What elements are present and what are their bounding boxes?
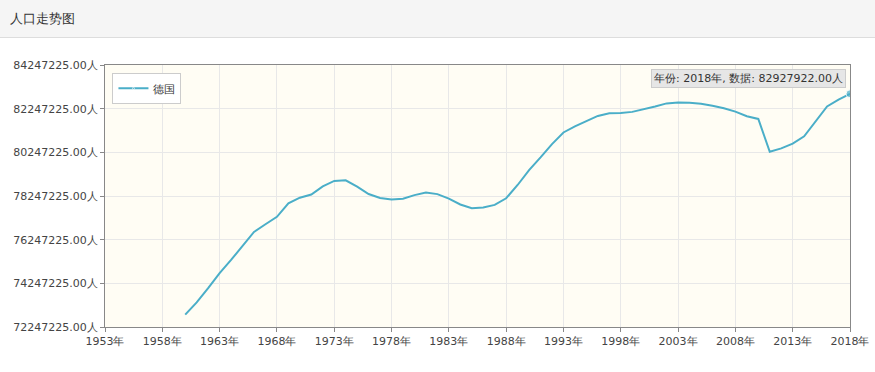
svg-text:80247225.00人: 80247225.00人	[13, 146, 97, 159]
svg-text:1968年: 1968年	[257, 335, 296, 348]
svg-text:1983年: 1983年	[429, 335, 468, 348]
svg-text:2018年: 2018年	[831, 335, 870, 348]
svg-text:1993年: 1993年	[544, 335, 583, 348]
svg-text:2003年: 2003年	[659, 335, 698, 348]
svg-text:德国: 德国	[153, 83, 175, 96]
svg-text:2013年: 2013年	[773, 335, 812, 348]
svg-text:84247225.00人: 84247225.00人	[13, 59, 97, 72]
svg-text:82247225.00人: 82247225.00人	[13, 103, 97, 116]
svg-text:1963年: 1963年	[200, 335, 239, 348]
html-text:人口走势图: 人口走势图	[10, 11, 75, 26]
svg-text:年份: 2018年, 数据: 82927922.00人: 年份: 2018年, 数据: 82927922.00人	[654, 72, 843, 85]
svg-text:76247225.00人: 76247225.00人	[13, 234, 97, 247]
svg-text:1958年: 1958年	[143, 335, 182, 348]
svg-text:1988年: 1988年	[487, 335, 526, 348]
svg-text:72247225.00人: 72247225.00人	[13, 321, 97, 334]
svg-text:1978年: 1978年	[372, 335, 411, 348]
svg-text:1998年: 1998年	[601, 335, 640, 348]
svg-text:74247225.00人: 74247225.00人	[13, 277, 97, 290]
svg-text:78247225.00人: 78247225.00人	[13, 190, 97, 203]
svg-text:1973年: 1973年	[315, 335, 354, 348]
svg-text:1953年: 1953年	[86, 335, 125, 348]
svg-text:2008年: 2008年	[716, 335, 755, 348]
